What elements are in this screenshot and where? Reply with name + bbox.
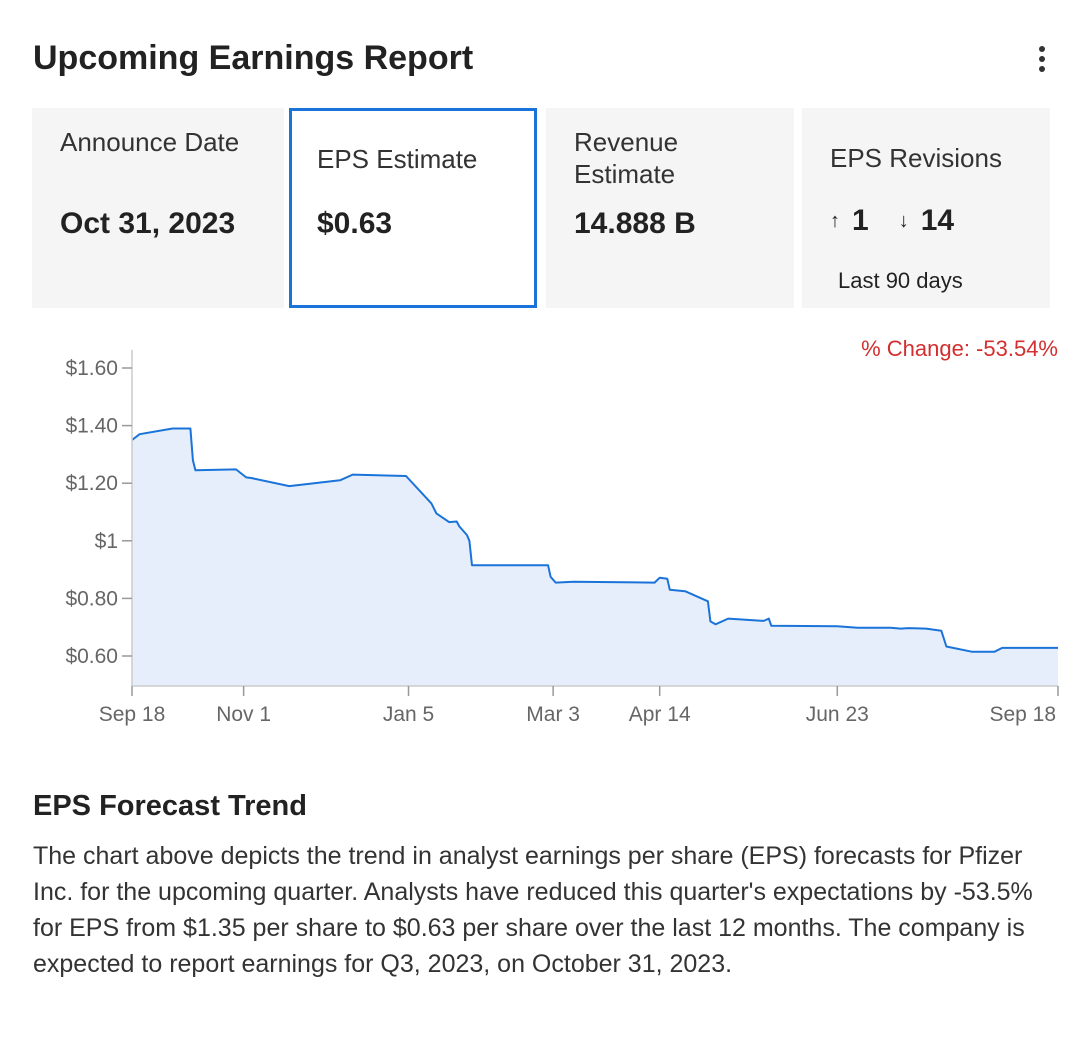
revenue-estimate-label: Revenue Estimate <box>574 127 679 189</box>
kebab-menu-icon[interactable] <box>1028 42 1056 76</box>
revenue-estimate-value: 14.888 B <box>574 207 696 240</box>
x-tick-label: Jun 23 <box>806 703 869 726</box>
arrow-down-icon: ↓ <box>898 209 909 232</box>
x-tick-label: Nov 1 <box>216 703 271 726</box>
revisions-up-count: 1 <box>852 204 869 237</box>
kebab-dot <box>1039 56 1045 62</box>
revisions-period: Last 90 days <box>838 268 963 293</box>
y-tick-label: $0.60 <box>65 645 118 668</box>
kebab-dot <box>1039 46 1045 52</box>
y-tick-label: $0.80 <box>65 587 118 610</box>
x-tick-label: Sep 18 <box>989 703 1056 726</box>
x-tick-label: Apr 14 <box>629 703 691 726</box>
x-tick-label: Sep 18 <box>99 703 166 726</box>
announce-date-label: Announce Date <box>60 127 240 157</box>
series-line <box>131 427 1058 653</box>
trend-description: The chart above depicts the trend in ana… <box>33 842 1033 978</box>
kebab-dot <box>1039 66 1045 72</box>
revenue-estimate-card[interactable]: Revenue Estimate 14.888 B <box>546 108 794 308</box>
revisions-down-count: 14 <box>920 204 955 237</box>
announce-date-card[interactable]: Announce Date Oct 31, 2023 <box>32 108 284 308</box>
eps-estimate-label: EPS Estimate <box>317 144 478 174</box>
x-tick-label: Jan 5 <box>383 703 434 726</box>
y-tick-label: $1.40 <box>65 415 118 438</box>
x-tick-label: Mar 3 <box>526 703 580 726</box>
announce-date-value: Oct 31, 2023 <box>60 207 236 240</box>
y-tick-label: $1 <box>95 530 118 553</box>
percent-change-label: % Change: -53.54% <box>861 336 1058 361</box>
page-title: Upcoming Earnings Report <box>33 39 474 77</box>
eps-revisions-counts: ↑ 1 ↓ 14 <box>830 204 954 238</box>
y-tick-label: $1.60 <box>65 357 118 380</box>
arrow-up-icon: ↑ <box>830 209 840 232</box>
y-tick-label: $1.20 <box>65 472 118 495</box>
eps-estimate-card[interactable]: EPS Estimate $0.63 <box>289 108 537 308</box>
eps-estimate-value: $0.63 <box>317 207 393 240</box>
eps-revisions-card[interactable]: EPS Revisions ↑ 1 ↓ 14 Last 90 days <box>802 108 1050 308</box>
series-area-fill <box>132 428 1058 686</box>
eps-revisions-label: EPS Revisions <box>830 143 1002 173</box>
eps-trend-chart: $1.60 $1.40 $1.20 $1 $0.80 $0.60 Sep 18 Nov 1 Ja… <box>65 350 1059 726</box>
trend-title: EPS Forecast Trend <box>33 790 307 822</box>
